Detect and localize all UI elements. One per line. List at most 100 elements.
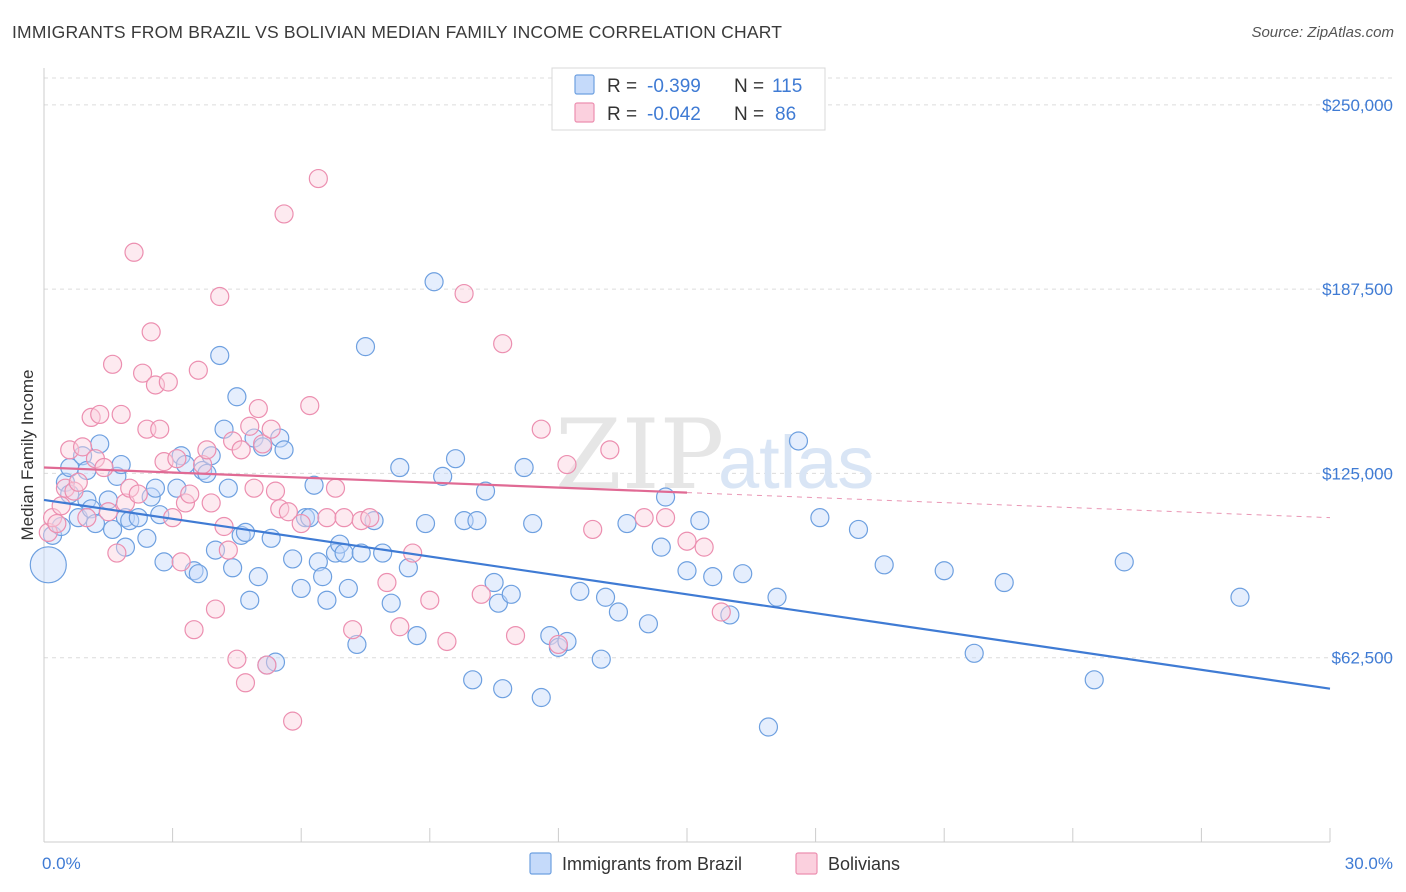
point-brazil xyxy=(218,478,238,498)
trend-line-bolivians-extension xyxy=(686,492,1331,519)
point-bolivians xyxy=(210,286,230,307)
point-brazil xyxy=(501,584,521,604)
point-brazil xyxy=(351,543,371,563)
watermark-zip: ZIP xyxy=(555,399,724,511)
series-legend: Immigrants from Brazil Bolivians xyxy=(529,852,900,875)
point-bolivians xyxy=(141,322,161,342)
point-brazil xyxy=(848,519,869,540)
point-bolivians xyxy=(493,334,513,354)
point-brazil xyxy=(227,387,247,407)
point-bolivians xyxy=(128,484,148,504)
point-brazil xyxy=(767,587,787,607)
y-tick-label: $250,000 xyxy=(1322,96,1393,115)
point-brazil xyxy=(638,614,659,634)
point-bolivians xyxy=(655,508,676,528)
point-brazil xyxy=(690,511,710,531)
stats-legend-box xyxy=(551,67,826,131)
point-brazil xyxy=(1230,587,1250,607)
point-bolivians xyxy=(51,496,71,516)
point-brazil xyxy=(424,272,444,292)
series-legend-label-brazil: Immigrants from Brazil xyxy=(562,854,742,874)
legend-r-label: R = xyxy=(607,76,637,97)
point-bolivians xyxy=(188,360,208,380)
point-bolivians xyxy=(283,711,303,731)
data-points xyxy=(29,168,1250,737)
trend-line-bolivians xyxy=(43,466,688,494)
legend-n-value: 115 xyxy=(772,76,802,97)
point-bolivians xyxy=(150,419,170,439)
point-bolivians xyxy=(124,242,144,262)
point-bolivians xyxy=(227,649,247,669)
axes xyxy=(43,68,1331,843)
point-bolivians xyxy=(694,537,714,557)
point-brazil xyxy=(874,555,894,575)
legend-r-value: -0.399 xyxy=(647,76,701,97)
point-brazil xyxy=(29,546,67,584)
point-brazil xyxy=(810,508,830,528)
point-bolivians xyxy=(77,508,97,528)
point-brazil xyxy=(304,475,324,495)
point-bolivians xyxy=(274,204,294,224)
point-bolivians xyxy=(205,599,226,619)
point-brazil xyxy=(758,717,779,737)
point-bolivians xyxy=(634,508,654,528)
point-brazil xyxy=(445,449,466,469)
point-brazil xyxy=(733,564,753,584)
point-bolivians xyxy=(325,478,346,498)
point-bolivians xyxy=(197,440,217,460)
watermark-atlas: atlas xyxy=(718,421,874,504)
point-bolivians xyxy=(64,481,84,501)
legend-n-label: N = xyxy=(734,76,764,97)
x-tick-label: 30.0% xyxy=(1345,854,1393,873)
point-bolivians xyxy=(360,508,380,528)
point-brazil xyxy=(355,337,376,357)
point-bolivians xyxy=(334,508,354,528)
point-bolivians xyxy=(390,617,410,637)
point-brazil xyxy=(210,345,230,366)
point-brazil xyxy=(291,578,311,599)
point-brazil xyxy=(1084,670,1104,690)
legend-n-label: N = xyxy=(734,104,764,125)
point-brazil xyxy=(407,625,427,646)
point-bolivians xyxy=(47,513,67,534)
point-bolivians xyxy=(317,508,337,528)
point-brazil xyxy=(415,513,436,534)
point-brazil xyxy=(347,634,367,655)
point-bolivians xyxy=(677,531,697,551)
chart-title: IMMIGRANTS FROM BRAZIL VS BOLIVIAN MEDIA… xyxy=(12,22,783,42)
y-axis-title: Median Family Income xyxy=(18,369,37,540)
point-brazil xyxy=(334,543,354,563)
point-brazil xyxy=(274,440,294,460)
point-bolivians xyxy=(244,478,264,498)
point-bolivians xyxy=(107,543,127,563)
point-bolivians xyxy=(132,363,153,383)
point-brazil xyxy=(390,457,410,478)
point-brazil xyxy=(381,593,401,613)
point-brazil xyxy=(595,587,616,607)
point-brazil xyxy=(102,519,123,540)
point-bolivians xyxy=(600,440,620,460)
point-bolivians xyxy=(437,631,457,652)
point-bolivians xyxy=(240,416,260,436)
point-bolivians xyxy=(102,354,123,374)
point-bolivians xyxy=(180,484,200,504)
point-bolivians xyxy=(377,572,397,593)
point-brazil xyxy=(240,590,260,610)
point-brazil xyxy=(570,581,590,601)
trend-lines xyxy=(43,466,1331,690)
series-legend-swatch-brazil xyxy=(529,852,552,875)
point-bolivians xyxy=(265,481,286,501)
point-bolivians xyxy=(343,620,363,640)
point-bolivians xyxy=(201,493,221,513)
point-brazil xyxy=(308,552,328,572)
trend-line-brazil xyxy=(43,498,1331,690)
point-bolivians xyxy=(454,283,474,304)
point-brazil xyxy=(154,552,174,572)
point-brazil xyxy=(398,558,418,578)
point-brazil xyxy=(433,466,453,486)
point-bolivians xyxy=(72,437,93,457)
y-tick-label: $62,500 xyxy=(1332,649,1393,668)
x-tick-labels: 0.0% 30.0% xyxy=(42,854,1393,873)
point-bolivians xyxy=(158,372,178,392)
point-brazil xyxy=(788,431,809,451)
